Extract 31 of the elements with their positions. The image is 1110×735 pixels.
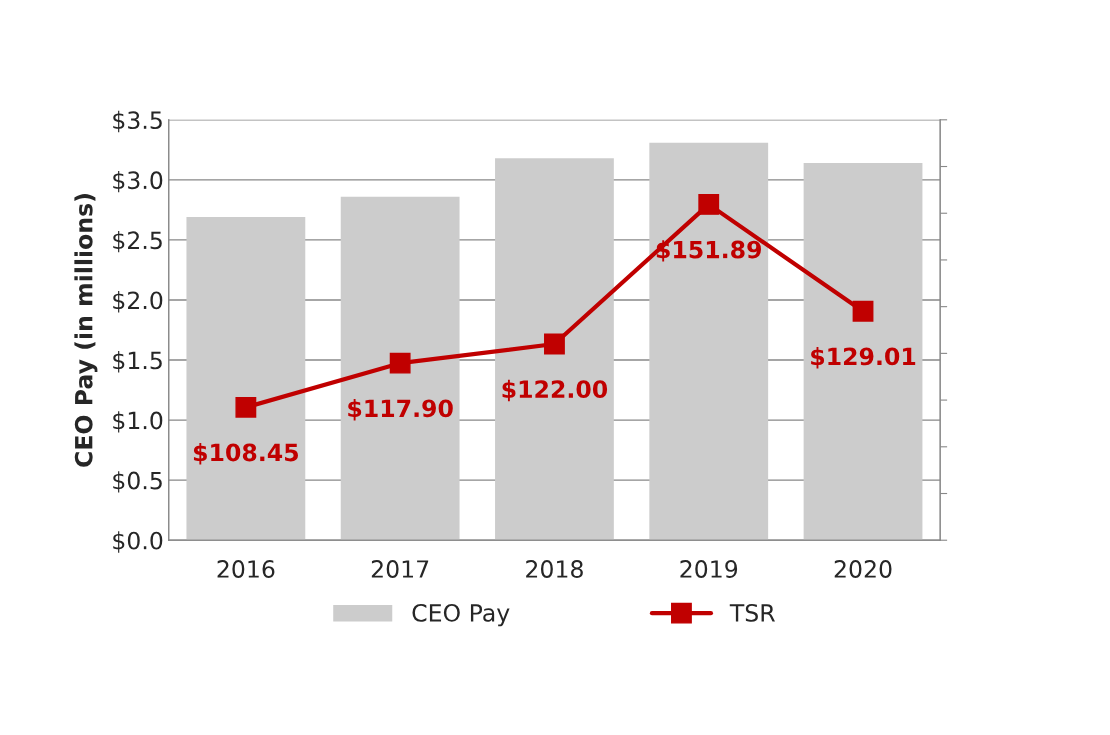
y-tick-label: $1.0	[113, 411, 163, 433]
y-tick-label: $3.5	[113, 110, 162, 133]
y-tick-label: $2.0	[113, 291, 163, 313]
data-label: $117.90	[348, 398, 453, 421]
legend-label: TSR	[729, 603, 775, 622]
x-tick-label: 2019	[680, 560, 738, 578]
legend-label: CEO Pay	[412, 603, 510, 627]
point	[235, 396, 257, 418]
point	[544, 333, 565, 355]
data-label: $122.00	[502, 379, 608, 402]
y-tick-label: $0.0	[113, 531, 163, 553]
bar	[186, 217, 306, 541]
x-tick-label: 2020	[834, 560, 892, 578]
data-label: $151.89	[656, 240, 761, 262]
bar	[495, 158, 614, 541]
y-tick-label: $2.5	[113, 230, 162, 253]
bar	[649, 142, 769, 541]
data-label: $129.01	[811, 347, 916, 369]
y-axis-title: CEO Pay (in millions)	[74, 194, 98, 467]
point	[389, 352, 411, 374]
x-tick-label: 2018	[526, 560, 583, 578]
bar	[340, 196, 460, 541]
data-label: $108.45	[193, 443, 298, 465]
y-tick-label: $3.0	[113, 170, 163, 193]
bar	[803, 163, 923, 541]
y-tick-label: $0.5	[113, 471, 162, 493]
y-tick-label: $1.5	[113, 351, 162, 373]
point	[698, 193, 720, 215]
x-tick-label: 2016	[217, 560, 275, 578]
point	[852, 300, 874, 322]
x-tick-label: 2017	[371, 560, 429, 578]
